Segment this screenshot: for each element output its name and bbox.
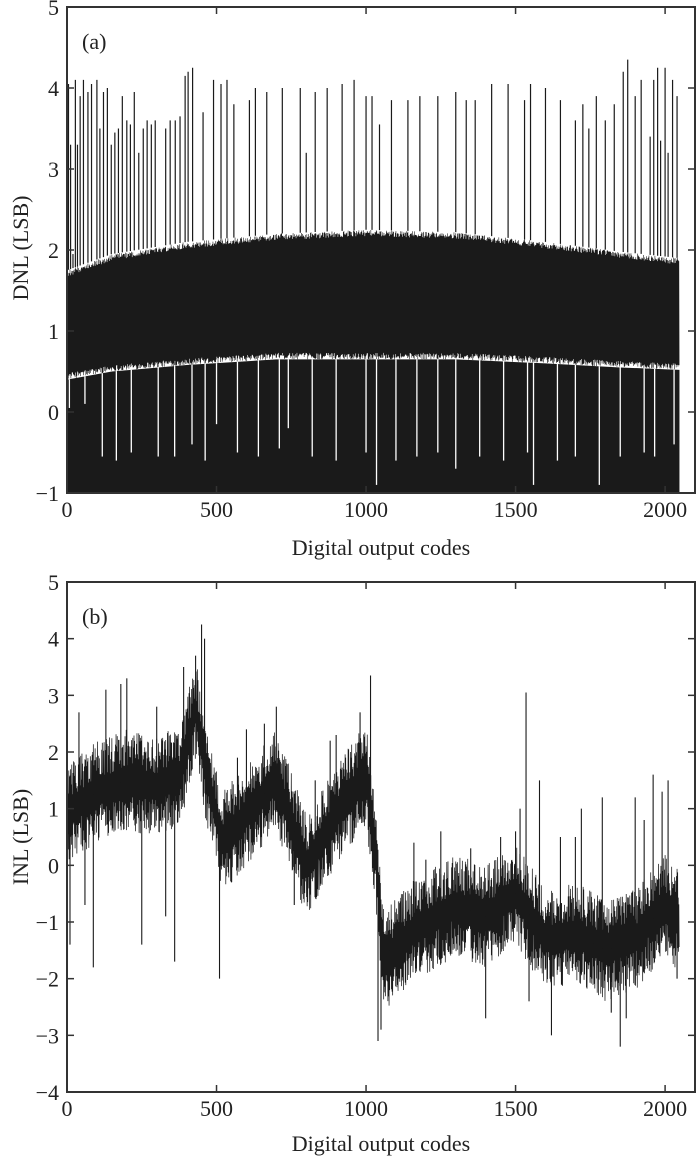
panel-a-ytick-label-6: 5 <box>48 0 59 20</box>
panel-b-ytick-label-3: −1 <box>36 910 59 935</box>
panel-a-xlabel: Digital output codes <box>292 535 470 560</box>
panel-b-xtick-label-2: 1000 <box>344 1096 388 1121</box>
panel-b-ytick-label-0: −4 <box>36 1080 59 1105</box>
panel-b-ytick-label-5: 1 <box>48 797 59 822</box>
panel-b-ytick-label-9: 5 <box>48 570 59 595</box>
panel-b-xtick-label-3: 1500 <box>494 1096 538 1121</box>
panel-b-xlabel: Digital output codes <box>292 1131 470 1156</box>
panel-a-xtick-label-4: 2000 <box>643 497 687 522</box>
panel-b-plot-area <box>67 624 680 1047</box>
panel-b-ytick-label-6: 2 <box>48 740 59 765</box>
panel-b-ytick-label-2: −2 <box>36 967 59 992</box>
panel-a-ytick-label-0: −1 <box>36 481 59 506</box>
panel-b-xtick-label-1: 500 <box>200 1096 233 1121</box>
panel-b-ticks: 0 500 1000 1500 2000 −4 −3 −2 −1 0 1 2 3 4 5 <box>36 570 695 1121</box>
panel-a-xtick-label-1: 500 <box>200 497 233 522</box>
panel-a-xtick-label-2: 1000 <box>344 497 388 522</box>
panel-b-label: (b) <box>82 604 108 629</box>
panel-a-ytick-label-5: 4 <box>48 76 59 101</box>
panel-a-ytick-label-2: 1 <box>48 319 59 344</box>
inl-trace <box>67 669 680 1006</box>
panel-b-ytick-label-4: 0 <box>48 853 59 878</box>
panel-a-xtick-label-3: 1500 <box>494 497 538 522</box>
panel-b-frame <box>66 581 696 1093</box>
panel-b-ytick-label-1: −3 <box>36 1023 59 1048</box>
dnl-dense-area <box>67 359 680 493</box>
panel-a-series <box>67 59 680 493</box>
panel-b-ytick-label-7: 3 <box>48 683 59 708</box>
panel-a-xtick-label-0: 0 <box>62 497 73 522</box>
panel-a-frame <box>66 6 696 494</box>
dnl-trace <box>67 229 680 380</box>
panel-a-ytick-label-3: 2 <box>48 238 59 263</box>
panel-a-label: (a) <box>82 29 106 54</box>
panel-a-ylabel: DNL (LSB) <box>8 196 33 301</box>
panel-b-series <box>67 624 680 1047</box>
panel-a-plot-area <box>67 59 680 493</box>
panel-b-xtick-label-4: 2000 <box>643 1096 687 1121</box>
panel-b-ytick-label-8: 4 <box>48 627 59 652</box>
panel-a-ytick-label-1: 0 <box>48 400 59 425</box>
panel-a-ytick-label-4: 3 <box>48 157 59 182</box>
panel-b: INL (LSB) 0 500 1000 1500 2000 −4 −3 −2 −1 0 1 2 3 4 5… <box>8 570 696 1156</box>
panel-b-ylabel: INL (LSB) <box>8 789 33 885</box>
panel-b-xtick-label-0: 0 <box>62 1096 73 1121</box>
